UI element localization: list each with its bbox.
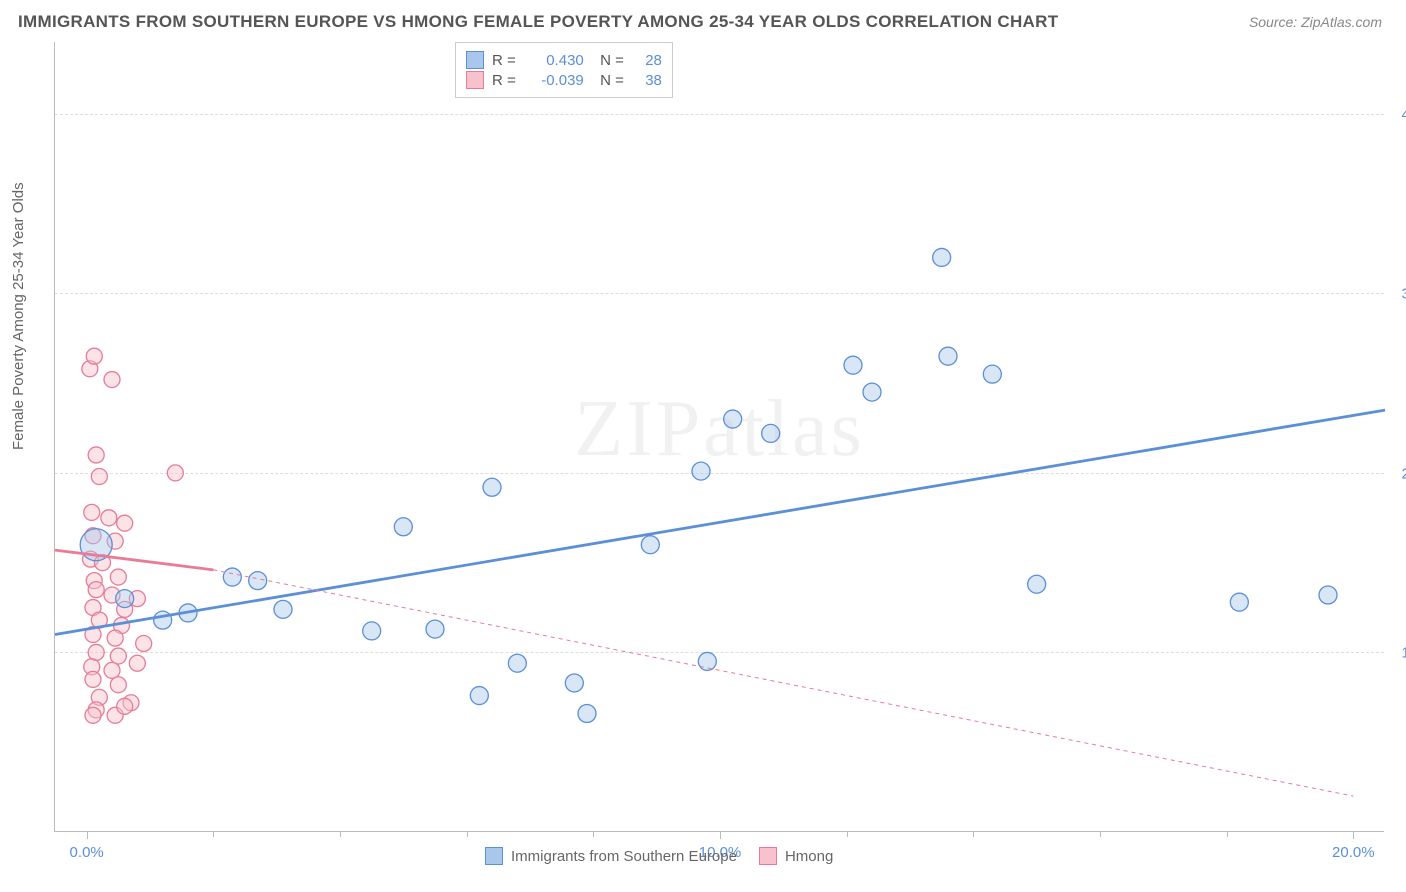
x-tick-label: 20.0% — [1332, 844, 1375, 861]
scatter-point — [426, 620, 444, 638]
scatter-point — [249, 572, 267, 590]
legend-row-series2: R = -0.039 N = 38 — [466, 71, 662, 89]
scatter-point — [84, 504, 100, 520]
x-tick-minor — [1100, 831, 1101, 837]
scatter-point — [110, 677, 126, 693]
x-tick-minor — [1227, 831, 1228, 837]
legend-item-2: Hmong — [759, 847, 833, 865]
scatter-point — [223, 568, 241, 586]
legend-n-value-1: 28 — [632, 52, 662, 69]
scatter-point — [863, 383, 881, 401]
correlation-legend: R = 0.430 N = 28 R = -0.039 N = 38 — [455, 42, 673, 98]
legend-r-value-1: 0.430 — [524, 52, 584, 69]
scatter-point — [110, 648, 126, 664]
series-legend: Immigrants from Southern Europe Hmong — [485, 847, 833, 865]
legend-row-series1: R = 0.430 N = 28 — [466, 51, 662, 69]
scatter-point — [88, 447, 104, 463]
scatter-point — [104, 662, 120, 678]
scatter-point — [154, 611, 172, 629]
scatter-point — [86, 348, 102, 364]
y-axis-label: Female Poverty Among 25-34 Year Olds — [10, 182, 27, 450]
scatter-point — [88, 582, 104, 598]
x-tick-minor — [973, 831, 974, 837]
scatter-point — [274, 600, 292, 618]
scatter-point — [692, 462, 710, 480]
y-tick-label: 10.0% — [1401, 645, 1406, 662]
y-tick-label: 30.0% — [1401, 286, 1406, 303]
x-tick-label: 0.0% — [70, 844, 104, 861]
swatch-series2 — [466, 71, 484, 89]
legend-label-2: Hmong — [785, 848, 833, 865]
scatter-point — [933, 248, 951, 266]
scatter-point — [508, 654, 526, 672]
scatter-point — [698, 652, 716, 670]
swatch-series2-bottom — [759, 847, 777, 865]
plot-area: ZIPatlas 10.0%20.0%30.0%40.0% 0.0%10.0%2… — [54, 42, 1384, 832]
scatter-point — [85, 671, 101, 687]
scatter-point — [136, 635, 152, 651]
x-tick-minor — [213, 831, 214, 837]
x-tick-major — [87, 831, 88, 839]
legend-n-value-2: 38 — [632, 72, 662, 89]
legend-label-1: Immigrants from Southern Europe — [511, 848, 737, 865]
scatter-point — [565, 674, 583, 692]
scatter-point — [91, 469, 107, 485]
scatter-point — [104, 372, 120, 388]
scatter-point — [116, 590, 134, 608]
source-attribution: Source: ZipAtlas.com — [1249, 14, 1382, 30]
legend-r-label: R = — [492, 72, 516, 89]
y-tick-label: 40.0% — [1401, 106, 1406, 123]
scatter-svg — [55, 42, 1384, 831]
scatter-point — [641, 536, 659, 554]
trend-line-extrapolated — [213, 570, 1353, 796]
legend-item-1: Immigrants from Southern Europe — [485, 847, 737, 865]
scatter-point — [844, 356, 862, 374]
scatter-point — [117, 515, 133, 531]
scatter-point — [983, 365, 1001, 383]
scatter-point — [762, 424, 780, 442]
x-tick-major — [720, 831, 721, 839]
legend-r-label: R = — [492, 52, 516, 69]
scatter-point — [483, 478, 501, 496]
legend-n-label: N = — [592, 52, 624, 69]
scatter-point — [110, 569, 126, 585]
trend-line — [55, 550, 213, 570]
chart-container: IMMIGRANTS FROM SOUTHERN EUROPE VS HMONG… — [0, 0, 1406, 892]
trend-line — [55, 410, 1385, 634]
scatter-point — [939, 347, 957, 365]
scatter-point — [101, 510, 117, 526]
scatter-point — [107, 630, 123, 646]
legend-r-value-2: -0.039 — [524, 72, 584, 89]
scatter-point — [394, 518, 412, 536]
x-tick-minor — [467, 831, 468, 837]
scatter-point — [1028, 575, 1046, 593]
swatch-series1-bottom — [485, 847, 503, 865]
scatter-point — [1230, 593, 1248, 611]
x-tick-minor — [593, 831, 594, 837]
x-tick-minor — [340, 831, 341, 837]
scatter-point — [724, 410, 742, 428]
scatter-point — [129, 655, 145, 671]
scatter-point — [117, 698, 133, 714]
scatter-point — [363, 622, 381, 640]
scatter-point — [470, 687, 488, 705]
scatter-point — [1319, 586, 1337, 604]
swatch-series1 — [466, 51, 484, 69]
x-tick-major — [1353, 831, 1354, 839]
scatter-point — [85, 707, 101, 723]
scatter-point — [578, 705, 596, 723]
y-tick-label: 20.0% — [1401, 465, 1406, 482]
x-tick-minor — [847, 831, 848, 837]
scatter-point — [88, 644, 104, 660]
scatter-point — [167, 465, 183, 481]
legend-n-label: N = — [592, 72, 624, 89]
chart-title: IMMIGRANTS FROM SOUTHERN EUROPE VS HMONG… — [18, 12, 1058, 32]
